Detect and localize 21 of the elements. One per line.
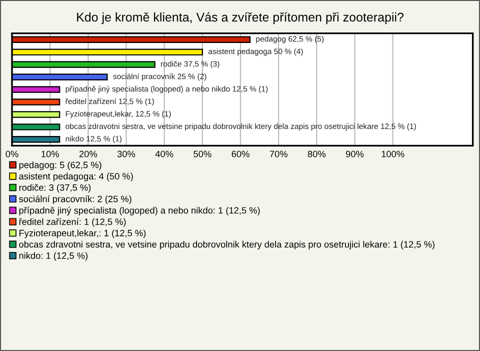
x-tick-label: 40% [155,150,174,158]
x-tick-label: 80% [308,150,326,158]
legend-label: asistent pedagoga: 4 (50 %) [19,172,133,182]
x-tick-label: 90% [346,150,364,158]
legend-label: případně jiný specialista (logoped) a nebo nikdo: 1 (12,5 %) [19,206,260,216]
chart-title: Kdo je kromě klienta, Vás a zvířete přítomen při zooterapii? [77,12,404,24]
x-tick-label: 0% [6,150,18,158]
x-tick-label: 70% [270,150,288,158]
legend-label: obcas zdravotni sestra, ve vetsine pripadu dobrovolnik ktery dela zapis pro osetrujici lekare: 1 (12,5 %) [19,240,434,250]
legend-label: pedagog: 5 (62,5 %) [19,161,102,170]
x-tick-label: 50% [194,150,212,158]
legend-label: Fyzioterapeut,lekar,: 1 (12,5 %) [20,230,146,238]
x-tick-label: 30% [117,150,136,158]
x-tick-label: 60% [232,150,250,158]
legend-label: sociální pracovník: 2 (25 %) [19,195,132,204]
x-tick-label: 100% [382,150,404,158]
x-tick-label: 20% [79,150,98,158]
legend-label: rodiče: 3 (37,5 %) [19,184,91,193]
legend-label: ředitel zařízení: 1 (12,5 %) [19,218,126,227]
x-tick-label: 10% [42,150,59,158]
legend-label: nikdo: 1 (12,5 %) [19,252,88,261]
